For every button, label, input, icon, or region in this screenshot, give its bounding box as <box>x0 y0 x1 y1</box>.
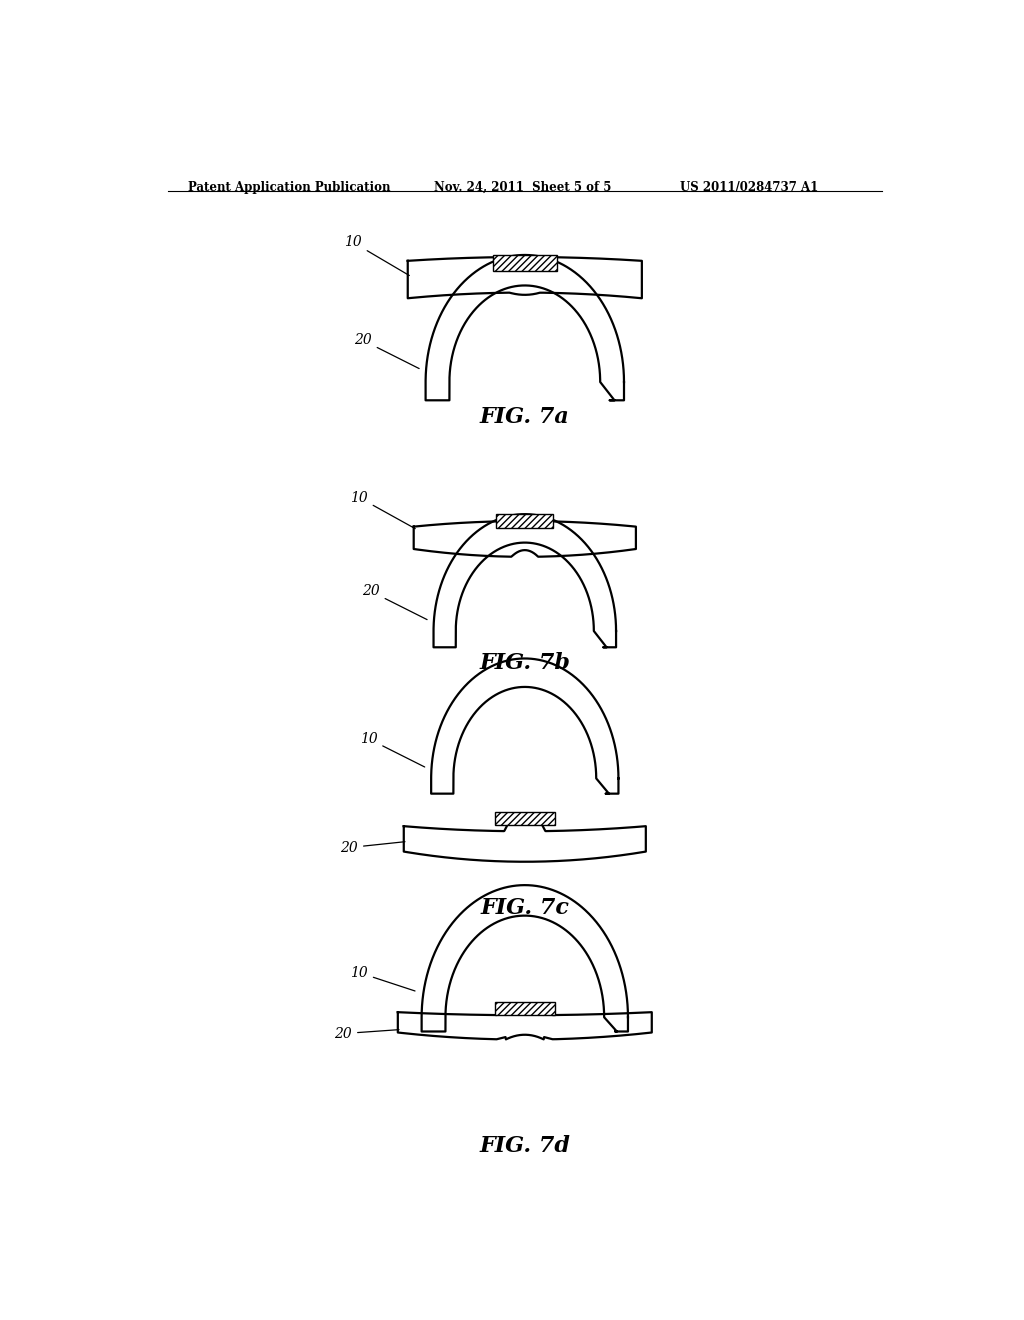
Polygon shape <box>414 517 636 557</box>
Text: 10: 10 <box>344 235 410 276</box>
Text: 20: 20 <box>354 334 419 368</box>
Polygon shape <box>422 886 628 1031</box>
Text: US 2011/0284737 A1: US 2011/0284737 A1 <box>680 181 818 194</box>
Text: 10: 10 <box>350 491 416 528</box>
Polygon shape <box>431 659 618 793</box>
Bar <box>495 1002 555 1015</box>
Polygon shape <box>433 515 616 647</box>
Text: Nov. 24, 2011  Sheet 5 of 5: Nov. 24, 2011 Sheet 5 of 5 <box>433 181 611 194</box>
Bar <box>494 255 557 271</box>
Text: FIG. 7c: FIG. 7c <box>480 896 569 919</box>
Polygon shape <box>408 257 642 298</box>
Polygon shape <box>426 255 624 400</box>
Text: 20: 20 <box>362 585 427 619</box>
Text: 10: 10 <box>359 731 425 767</box>
Text: FIG. 7d: FIG. 7d <box>479 1134 570 1156</box>
Text: FIG. 7a: FIG. 7a <box>480 405 569 428</box>
Bar <box>497 513 553 528</box>
Text: 20: 20 <box>334 1027 399 1040</box>
Text: Patent Application Publication: Patent Application Publication <box>187 181 390 194</box>
Text: FIG. 7b: FIG. 7b <box>479 652 570 673</box>
Text: 20: 20 <box>340 841 404 854</box>
Polygon shape <box>397 1007 652 1039</box>
Text: 10: 10 <box>350 966 415 991</box>
Bar <box>495 812 555 825</box>
Polygon shape <box>403 817 646 862</box>
